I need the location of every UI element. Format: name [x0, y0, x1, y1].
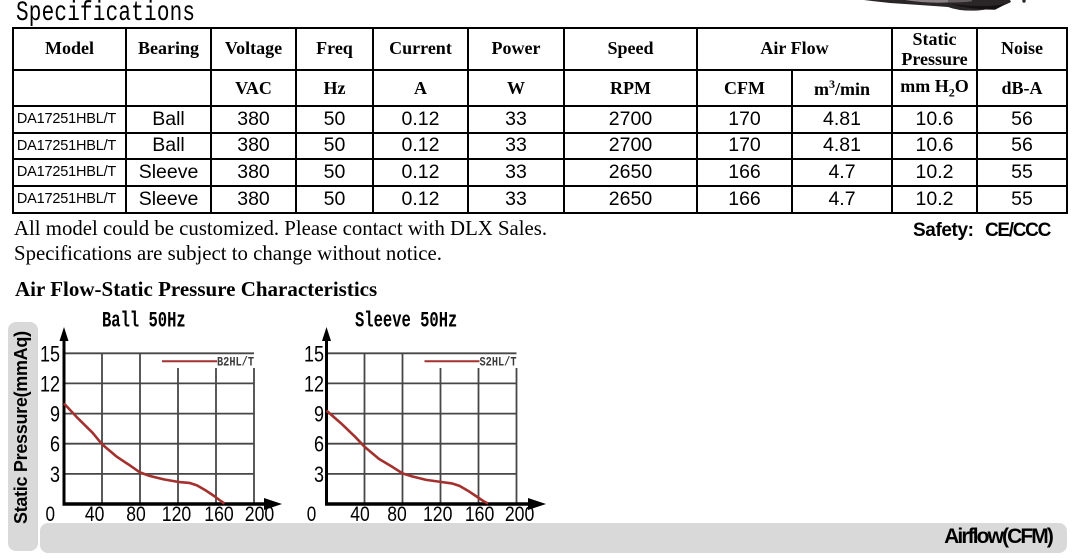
svg-text:15: 15	[304, 341, 324, 366]
svg-text:S2HL/T: S2HL/T	[480, 355, 517, 370]
svg-text:15: 15	[40, 341, 60, 366]
svg-text:B2HL/T: B2HL/T	[217, 355, 254, 370]
svg-text:0: 0	[307, 503, 317, 526]
svg-text:12: 12	[304, 371, 324, 396]
svg-text:6: 6	[314, 432, 324, 457]
svg-text:40: 40	[350, 503, 370, 526]
svg-text:160: 160	[465, 503, 495, 526]
svg-text:80: 80	[126, 503, 146, 526]
svg-text:9: 9	[50, 402, 60, 427]
svg-text:160: 160	[204, 503, 234, 526]
svg-text:6: 6	[50, 432, 60, 457]
svg-text:3: 3	[314, 462, 324, 487]
svg-text:200: 200	[245, 503, 275, 526]
svg-text:80: 80	[387, 503, 407, 526]
svg-text:120: 120	[423, 503, 453, 526]
svg-text:120: 120	[162, 503, 192, 526]
svg-text:12: 12	[40, 371, 60, 396]
svg-text:9: 9	[314, 402, 324, 427]
svg-text:40: 40	[85, 503, 105, 526]
svg-text:200: 200	[505, 503, 535, 526]
svg-text:0: 0	[46, 503, 56, 526]
svg-text:3: 3	[50, 462, 60, 487]
